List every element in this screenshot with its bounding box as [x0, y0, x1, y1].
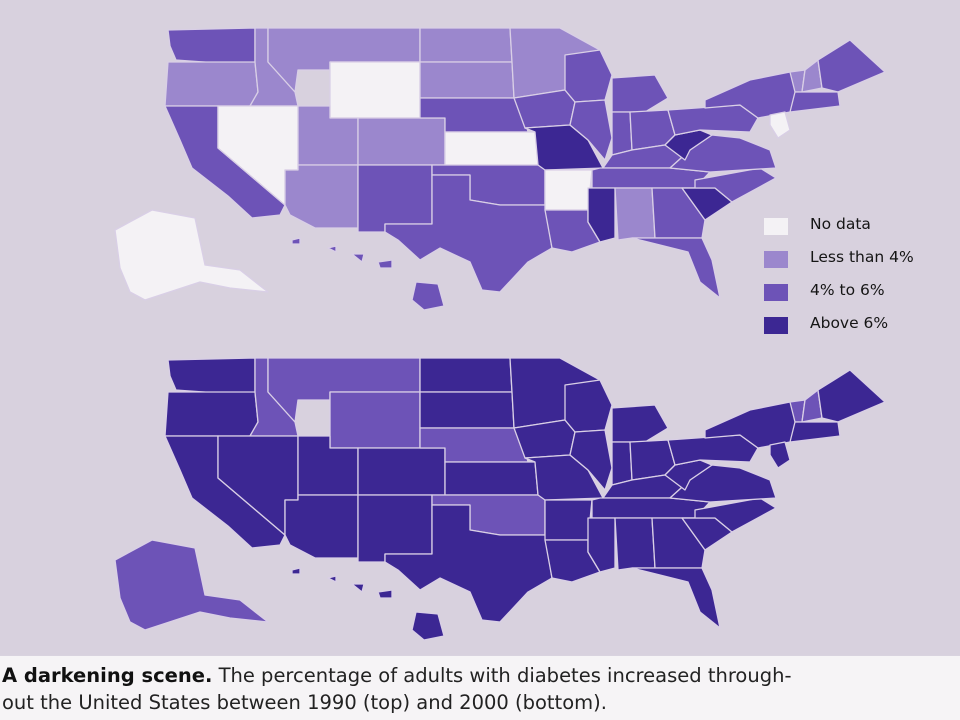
legend-item-no-data: No data [764, 215, 960, 248]
state-fl [631, 237, 721, 299]
state-nd [419, 27, 513, 63]
state-wi [564, 49, 613, 103]
state-ar [544, 499, 593, 541]
state-mi [611, 74, 669, 113]
state-co [357, 447, 446, 496]
state-ma [789, 91, 841, 113]
state-wy [329, 61, 421, 119]
state-mi [611, 404, 669, 443]
state-co [357, 117, 446, 166]
state-nj [769, 111, 791, 139]
caption-text-line2: out the United States between 1990 (top)… [2, 691, 607, 714]
state-wy [329, 391, 421, 449]
state-nc [681, 497, 777, 533]
state-al [614, 517, 656, 571]
state-va [669, 134, 777, 173]
legend-swatch [764, 251, 788, 268]
state-az [284, 494, 359, 559]
state-in [611, 111, 633, 156]
us-map-1990 [114, 27, 886, 311]
state-tn [591, 497, 711, 519]
state-fl [631, 567, 721, 629]
state-pa [667, 104, 759, 136]
figure-caption: A darkening scene. The percentage of adu… [0, 656, 960, 720]
state-nj [769, 441, 791, 469]
legend-label: No data [810, 215, 871, 233]
state-al [614, 187, 656, 241]
legend-label: Less than 4% [810, 248, 914, 266]
legend-swatch [764, 218, 788, 235]
state-sd [419, 61, 515, 99]
state-sd [419, 391, 515, 429]
state-nd [419, 357, 513, 393]
state-ms [587, 187, 616, 243]
state-ak [114, 539, 269, 631]
legend-item-4-to-6: 4% to 6% [764, 281, 960, 314]
state-wa [167, 27, 256, 65]
legend-label: Above 6% [810, 314, 889, 332]
caption-text-line1: The percentage of adults with diabetes i… [218, 664, 792, 687]
figure-panel: No data Less than 4% 4% to 6% Above 6% [114, 27, 960, 641]
state-in [611, 441, 633, 486]
state-wa [167, 357, 256, 395]
state-hi [291, 237, 445, 311]
state-ks [444, 131, 539, 166]
state-nm [357, 494, 433, 563]
legend: No data Less than 4% 4% to 6% Above 6% [764, 215, 960, 347]
legend-label: 4% to 6% [810, 281, 885, 299]
legend-swatch [764, 284, 788, 301]
state-ms [587, 517, 616, 573]
state-or [164, 391, 259, 437]
state-tn [591, 167, 711, 189]
state-ar [544, 169, 593, 211]
legend-item-above-6: Above 6% [764, 314, 960, 347]
state-nc [681, 167, 777, 203]
state-il [569, 429, 613, 491]
state-wi [564, 379, 613, 433]
legend-swatch [764, 317, 788, 334]
state-nm [357, 164, 433, 233]
state-ma [789, 421, 841, 443]
state-ak [114, 209, 269, 301]
legend-item-less-than-4: Less than 4% [764, 248, 960, 281]
state-hi [291, 567, 445, 641]
state-or [164, 61, 259, 107]
state-ks [444, 461, 539, 496]
state-ga [651, 187, 706, 239]
state-me [817, 39, 886, 93]
state-il [569, 99, 613, 161]
state-tx [384, 174, 553, 293]
state-va [669, 464, 777, 503]
state-ga [651, 517, 706, 569]
state-pa [667, 434, 759, 466]
caption-title: A darkening scene. [2, 664, 213, 687]
state-az [284, 164, 359, 229]
us-map-2000 [114, 357, 886, 641]
state-tx [384, 504, 553, 623]
state-me [817, 369, 886, 423]
